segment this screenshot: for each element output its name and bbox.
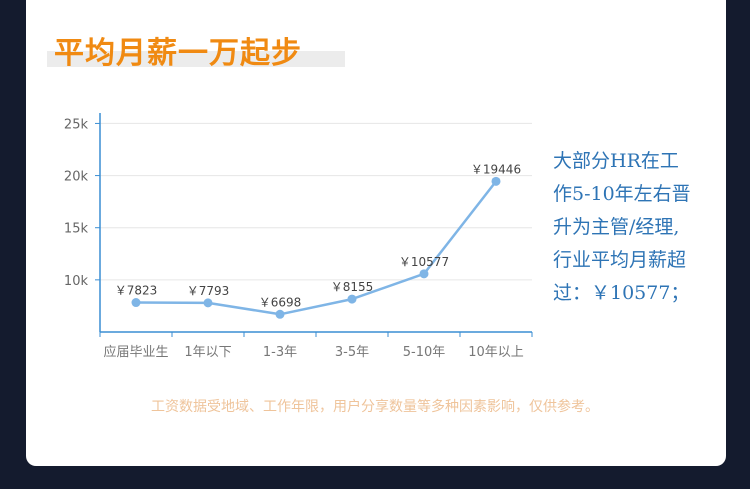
- y-tick-label: 10k: [64, 274, 89, 289]
- side-text-line: 升为主管/经理,: [553, 216, 680, 238]
- data-label: ￥10577: [399, 255, 449, 269]
- data-label: ￥7823: [115, 284, 158, 298]
- side-text-line: 过：￥10577；: [553, 282, 690, 304]
- side-description: 大部分HR在工 作5-10年左右晋 升为主管/经理, 行业平均月薪超 过：￥10…: [553, 145, 713, 310]
- data-label: ￥8155: [331, 280, 374, 294]
- y-tick-label: 25k: [64, 117, 89, 132]
- x-tick-label: 1年以下: [184, 345, 231, 360]
- data-point: [491, 176, 501, 186]
- x-tick-label: 5-10年: [403, 345, 446, 360]
- content-card: [26, 0, 726, 466]
- x-tick-label: 10年以上: [468, 345, 524, 360]
- axis-layer: 10k 15k 20k 25k 应届毕业生 1年以下 1-3年 3-5年 5-10年 10年以上: [64, 113, 533, 360]
- grid-layer: [100, 122, 532, 281]
- data-point: [347, 294, 357, 304]
- label-layer: ￥7823 ￥7793 ￥6698 ￥8155 ￥10577 ￥19446: [115, 162, 521, 309]
- x-tick-label: 应届毕业生: [103, 344, 168, 360]
- title-underline-bar: [47, 51, 345, 67]
- footnote: 工资数据受地域、工作年限，用户分享数量等多种因素影响，仅供参考。: [151, 399, 599, 415]
- page-title: 平均月薪一万起步: [54, 36, 302, 71]
- x-tick-label: 3-5年: [335, 345, 369, 360]
- line-layer: [131, 176, 501, 319]
- data-point: [275, 309, 285, 319]
- data-point: [131, 298, 141, 308]
- data-point: [419, 269, 429, 279]
- side-text-line: 大部分HR在工: [553, 150, 679, 172]
- data-point: [203, 298, 213, 308]
- side-text-line: 行业平均月薪超: [553, 249, 687, 271]
- side-text-line: 作5-10年左右晋: [553, 183, 691, 205]
- x-tick-label: 1-3年: [263, 345, 297, 360]
- y-tick-label: 20k: [64, 170, 89, 185]
- data-label: ￥6698: [259, 295, 302, 309]
- data-label: ￥19446: [471, 162, 521, 176]
- y-tick-label: 15k: [64, 222, 89, 237]
- series-line: [135, 180, 497, 316]
- data-label: ￥7793: [187, 284, 230, 298]
